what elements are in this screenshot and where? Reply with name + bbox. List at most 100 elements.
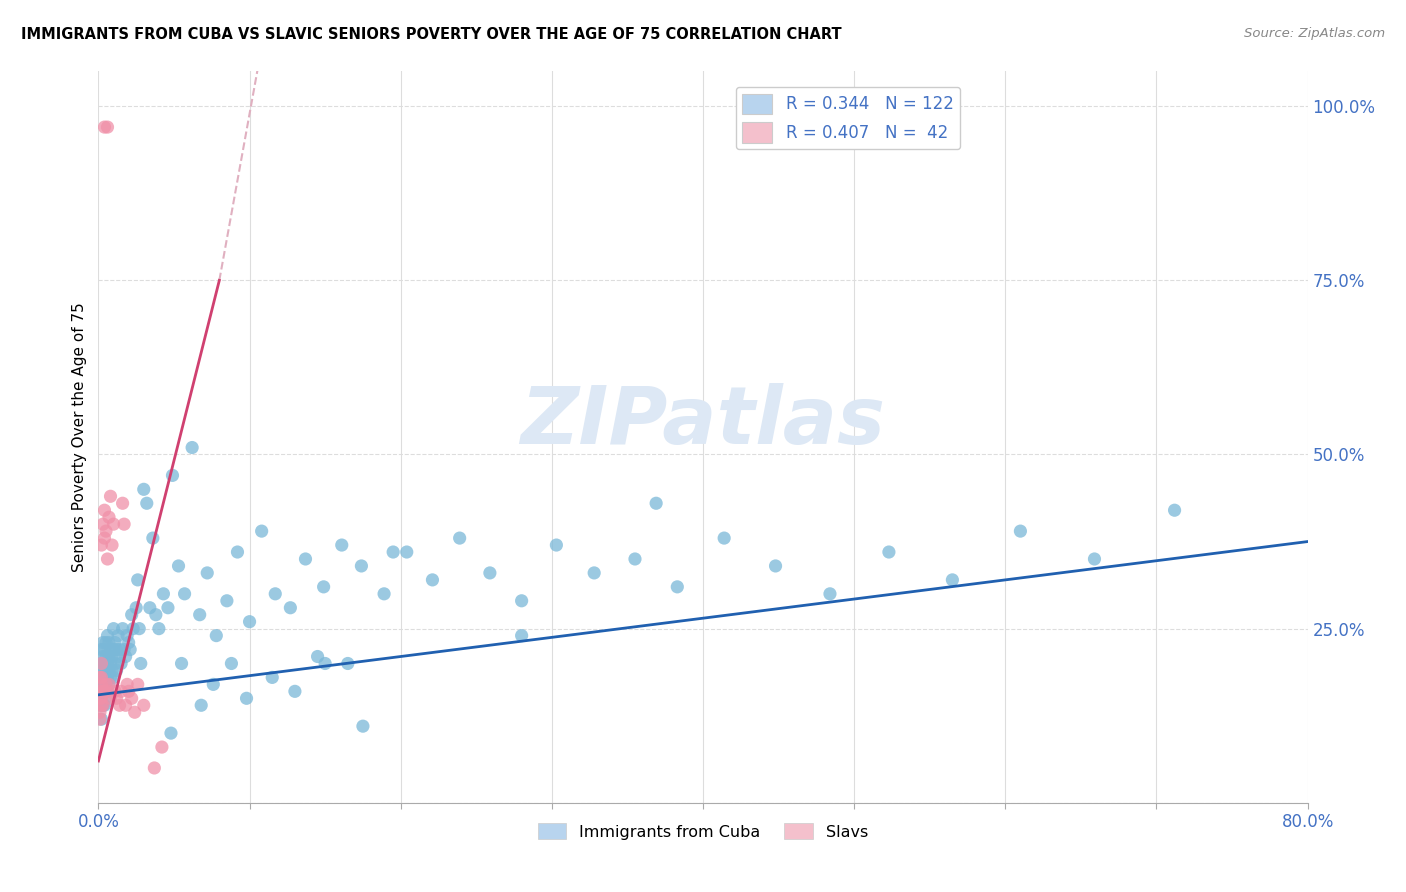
Point: [89, 670, 111, 684]
Point: [93, 642, 115, 657]
Point: [96, 657, 118, 671]
Point: [89, 698, 111, 713]
Point: [89, 664, 111, 678]
Point: [98, 677, 121, 691]
Point: [121, 691, 143, 706]
Point: [105, 691, 128, 706]
Point: [132, 483, 155, 497]
Point: [98, 677, 121, 691]
Point: [188, 607, 211, 622]
Point: [125, 600, 148, 615]
Point: [101, 649, 124, 664]
Point: [510, 594, 533, 608]
Point: [105, 664, 128, 678]
Point: [132, 698, 155, 713]
Point: [96, 629, 118, 643]
Point: [250, 524, 273, 538]
Point: [96, 684, 118, 698]
Point: [395, 545, 418, 559]
Point: [510, 629, 533, 643]
Point: [195, 566, 218, 580]
Point: [90, 657, 112, 671]
Point: [190, 698, 212, 713]
Point: [91, 664, 114, 678]
Point: [350, 558, 373, 573]
Point: [645, 496, 668, 510]
Point: [202, 677, 225, 691]
Point: [373, 587, 395, 601]
Point: [135, 496, 157, 510]
Point: [205, 629, 228, 643]
Point: [110, 657, 132, 671]
Point: [145, 607, 167, 622]
Point: [94, 677, 117, 691]
Point: [162, 468, 184, 483]
Point: [90, 698, 112, 713]
Point: [100, 691, 122, 706]
Point: [129, 657, 152, 671]
Point: [90, 677, 112, 691]
Point: [90, 538, 112, 552]
Point: [91, 698, 114, 713]
Point: [93, 657, 115, 671]
Point: [96, 670, 118, 684]
Point: [93, 684, 115, 698]
Point: [103, 517, 125, 532]
Point: [127, 573, 149, 587]
Point: [90, 642, 112, 657]
Point: [98, 510, 121, 524]
Point: [121, 607, 143, 622]
Point: [91, 677, 114, 691]
Point: [114, 698, 136, 713]
Point: [877, 545, 900, 559]
Point: [91, 698, 114, 713]
Point: [215, 594, 238, 608]
Point: [93, 120, 115, 134]
Point: [120, 642, 142, 657]
Point: [90, 657, 112, 671]
Point: [89, 691, 111, 706]
Point: [152, 587, 174, 601]
Point: [91, 635, 114, 649]
Point: [1083, 552, 1105, 566]
Point: [90, 684, 112, 698]
Point: [93, 684, 115, 698]
Point: [336, 657, 359, 671]
Point: [382, 545, 405, 559]
Point: [90, 691, 112, 706]
Point: [89, 670, 111, 684]
Point: [118, 635, 141, 649]
Point: [104, 657, 127, 671]
Point: [226, 545, 249, 559]
Point: [235, 691, 257, 706]
Point: [104, 635, 127, 649]
Point: [93, 670, 115, 684]
Point: [142, 531, 165, 545]
Point: [94, 691, 117, 706]
Point: [143, 761, 166, 775]
Point: [449, 531, 471, 545]
Point: [352, 719, 374, 733]
Point: [89, 712, 111, 726]
Point: [139, 600, 162, 615]
Point: [110, 684, 132, 698]
Text: ZIPatlas: ZIPatlas: [520, 384, 886, 461]
Point: [115, 677, 138, 691]
Point: [100, 489, 122, 503]
Point: [93, 503, 115, 517]
Point: [112, 642, 135, 657]
Point: [583, 566, 606, 580]
Point: [118, 684, 141, 698]
Point: [96, 120, 118, 134]
Point: [478, 566, 501, 580]
Point: [98, 664, 121, 678]
Point: [103, 670, 125, 684]
Point: [94, 677, 117, 691]
Point: [314, 657, 336, 671]
Point: [93, 531, 115, 545]
Point: [91, 684, 114, 698]
Point: [111, 622, 134, 636]
Point: [107, 629, 129, 643]
Text: IMMIGRANTS FROM CUBA VS SLAVIC SENIORS POVERTY OVER THE AGE OF 75 CORRELATION CH: IMMIGRANTS FROM CUBA VS SLAVIC SENIORS P…: [21, 27, 842, 42]
Point: [107, 649, 129, 664]
